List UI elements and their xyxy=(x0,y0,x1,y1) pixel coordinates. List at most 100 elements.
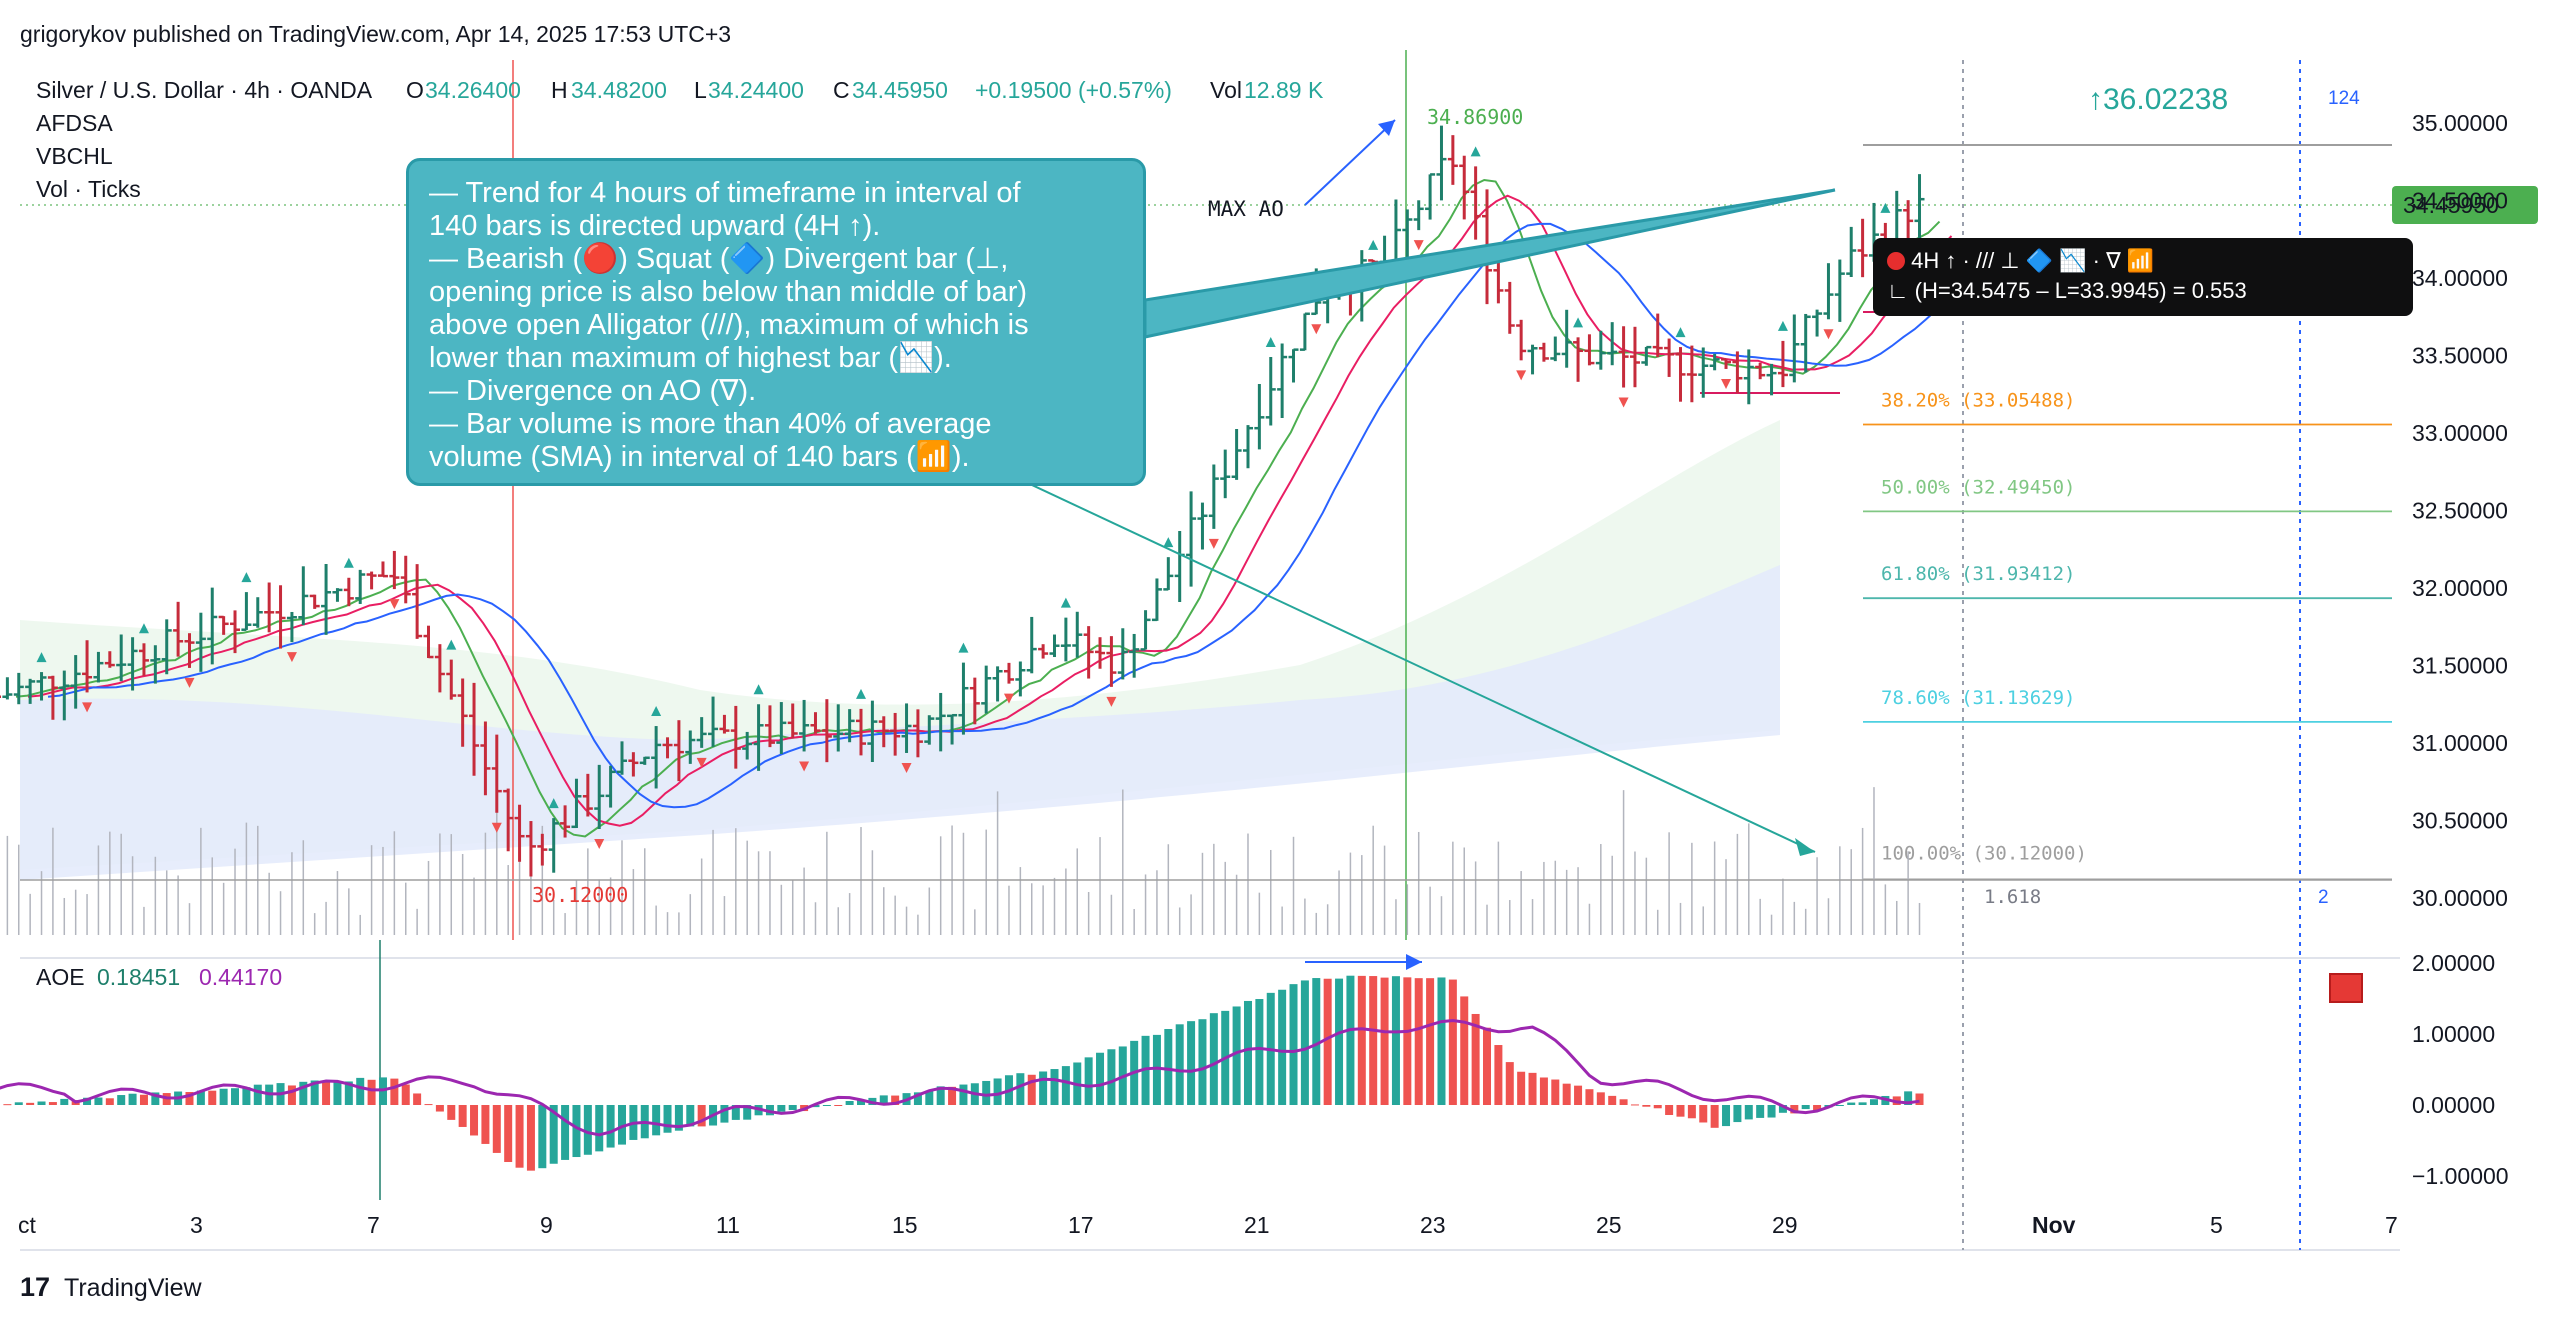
ao-bar xyxy=(1869,1099,1878,1105)
ao-bar xyxy=(333,1081,342,1105)
ao-bar xyxy=(1699,1105,1708,1123)
high-price-label: 34.86900 xyxy=(1427,105,1523,129)
ao-bar xyxy=(526,1105,535,1171)
ao-bar xyxy=(299,1081,308,1105)
ao-bar xyxy=(94,1097,103,1105)
ao-tick-label: 2.00000 xyxy=(2412,950,2495,976)
ao-bar xyxy=(401,1084,410,1105)
callout-line: opening price is also below than middle … xyxy=(429,276,1028,308)
ao-bar xyxy=(1574,1085,1583,1105)
ao-bar xyxy=(1278,989,1287,1105)
ao-bar xyxy=(1665,1105,1674,1115)
ao-bar xyxy=(857,1099,866,1105)
oscillator-name[interactable]: AOE xyxy=(36,964,85,990)
ao-bar xyxy=(765,1105,774,1116)
ao-bar xyxy=(572,1105,581,1158)
fractal-up-marker xyxy=(856,688,867,699)
ao-bar xyxy=(936,1086,945,1105)
alligator-jaw-line xyxy=(47,222,1973,809)
fractal-down-marker xyxy=(389,599,400,610)
price-tick-label: 31.50000 xyxy=(2412,653,2508,679)
ao-bar xyxy=(1608,1095,1617,1105)
ao-bar xyxy=(913,1092,922,1105)
max-ao-arrow xyxy=(1304,119,1396,206)
ao-bar xyxy=(470,1105,479,1136)
ao-bar xyxy=(105,1098,114,1105)
ao-bar xyxy=(128,1093,137,1105)
signal-square-icon xyxy=(2329,973,2363,1003)
fractal-down-marker xyxy=(1003,693,1014,704)
ao-bar xyxy=(1198,1019,1207,1105)
footer-brand: TradingView xyxy=(64,1274,203,1302)
blue-range-band xyxy=(20,565,1780,880)
indicator-afdsa[interactable]: AFDSA xyxy=(36,110,113,136)
ao-bar xyxy=(208,1090,217,1105)
ao-bar xyxy=(925,1090,934,1105)
ao-bar xyxy=(1460,996,1469,1105)
ao-bar xyxy=(1756,1105,1765,1118)
ao-bar xyxy=(1551,1079,1560,1105)
ao-bar xyxy=(1596,1092,1605,1105)
ao-bar xyxy=(1096,1052,1105,1105)
ao-bar xyxy=(424,1104,433,1106)
ao-bar xyxy=(1437,977,1446,1105)
tooltip-line-2: ∟ (H=34.5475 – L=33.9945) = 0.553 xyxy=(1887,278,2247,303)
ao-bar xyxy=(14,1102,23,1105)
ao-bar xyxy=(356,1077,365,1105)
ao-bar xyxy=(504,1105,513,1163)
fib-level-label: 78.60% (31.13629) xyxy=(1881,687,2075,709)
ao-bar xyxy=(196,1090,205,1105)
time-tick-label: 7 xyxy=(2385,1212,2398,1238)
ao-bar xyxy=(1357,975,1366,1105)
time-tick-label: 23 xyxy=(1420,1212,1446,1238)
time-tick-label: 17 xyxy=(1068,1212,1094,1238)
symbol-title: Silver / U.S. Dollar · 4h · OANDA xyxy=(36,77,373,103)
ao-bar xyxy=(993,1078,1002,1105)
fractal-up-marker xyxy=(651,706,662,717)
ao-bar xyxy=(253,1084,262,1105)
ao-bar xyxy=(1335,978,1344,1105)
close-label: C xyxy=(833,77,850,103)
ao-bar xyxy=(1061,1066,1070,1105)
volume-bars xyxy=(6,780,2392,935)
fib-level-label: 100.00% (30.12000) xyxy=(1881,842,2087,864)
ao-bar xyxy=(1369,976,1378,1105)
ao-tick-label: 0.00000 xyxy=(2412,1092,2495,1118)
price-tick-label: 30.50000 xyxy=(2412,808,2508,834)
analysis-callout: — Trend for 4 hours of timeframe in inte… xyxy=(406,158,1146,486)
ao-bar xyxy=(1778,1105,1787,1113)
ao-bar xyxy=(1414,978,1423,1105)
ao-bar xyxy=(1209,1013,1218,1105)
time-tick-label: 3 xyxy=(190,1212,203,1238)
time-tick-label: 29 xyxy=(1772,1212,1798,1238)
ao-bar xyxy=(617,1105,626,1145)
ao-bar xyxy=(48,1102,57,1105)
ao-tick-label: −1.00000 xyxy=(2412,1163,2509,1189)
ao-bar xyxy=(139,1094,148,1105)
ao-bar xyxy=(322,1082,331,1105)
ao-bar xyxy=(1801,1105,1810,1110)
oscillator-value-1: 0.18451 xyxy=(97,964,180,990)
max-ao-label: MAX AO xyxy=(1208,197,1284,221)
time-tick-label: 21 xyxy=(1244,1212,1270,1238)
ao-bar xyxy=(481,1105,490,1144)
ao-bar xyxy=(1505,1062,1514,1105)
indicator-volume[interactable]: Vol · Ticks xyxy=(36,176,141,202)
ao-tick-label: 1.00000 xyxy=(2412,1021,2495,1047)
target-price-label: ↑36.02238 xyxy=(2088,83,2228,116)
fractal-range-bands xyxy=(20,420,1780,880)
callout-line: — Divergence on AO (∇). xyxy=(429,375,757,407)
ao-bar xyxy=(367,1079,376,1105)
ao-bar xyxy=(652,1105,661,1136)
fractal-up-marker xyxy=(343,557,354,568)
price-bars xyxy=(0,125,1925,877)
time-tick-label: Nov xyxy=(2032,1212,2076,1238)
ao-bar xyxy=(413,1093,422,1105)
close-value: 34.45950 xyxy=(852,77,948,103)
ao-signal-line xyxy=(0,1018,1920,1137)
indicator-vbchl[interactable]: VBCHL xyxy=(36,143,113,169)
ao-bar xyxy=(1164,1028,1173,1105)
tooltip-line-1: 4H ↑ · /// ⊥ 🔷 📉 · ∇ 📶 xyxy=(1911,248,2155,273)
ao-bar xyxy=(1471,1013,1480,1105)
